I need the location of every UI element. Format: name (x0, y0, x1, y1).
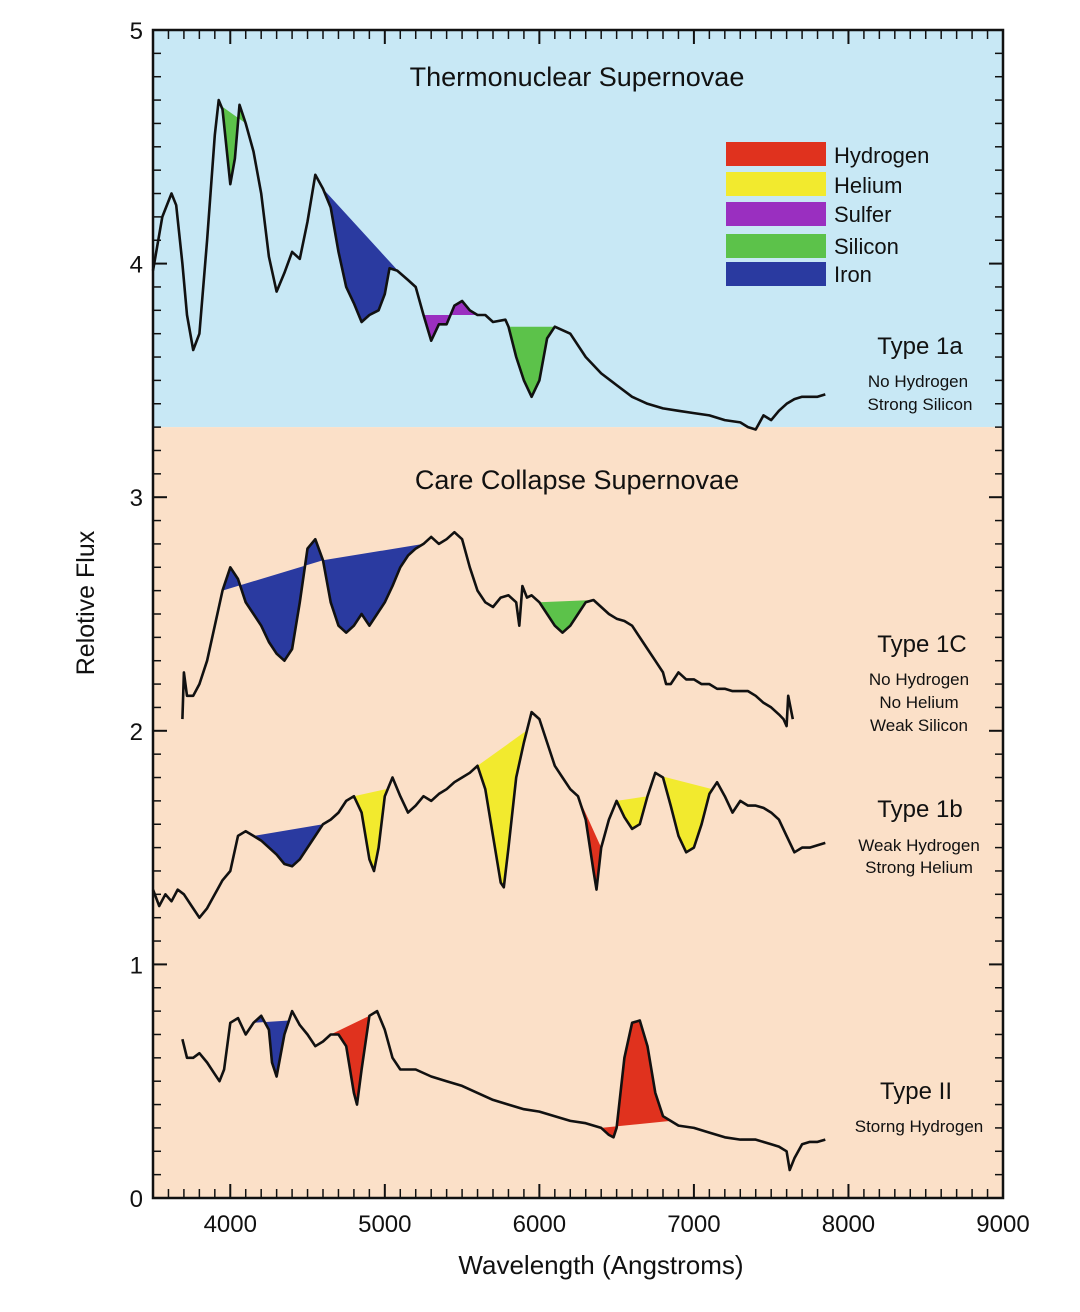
series-note: No Hydrogen (869, 670, 969, 689)
region-title-thermonuclear: Thermonuclear Supernovae (410, 62, 745, 92)
background-regions (153, 30, 1003, 1198)
y-tick-label: 0 (130, 1186, 143, 1213)
feature-silicon-s0-0 (221, 104, 246, 185)
y-tick-label: 3 (130, 485, 143, 512)
y-tick-label: 2 (130, 719, 143, 746)
feature-iron-s2-0 (253, 824, 323, 867)
spectrum-line-type-1a (151, 98, 826, 431)
feature-silicon-s1-2 (539, 600, 594, 633)
series-name-type-ii: Type II (880, 1078, 952, 1105)
feature-iron-s0-1 (323, 188, 401, 322)
feature-fills (221, 104, 713, 1138)
spectrum-line-type-1c (181, 530, 795, 728)
x-tick-label: 9000 (976, 1211, 1029, 1238)
spectra-lines (151, 98, 826, 1172)
feature-helium-s2-5 (659, 775, 713, 853)
legend-swatch-helium (726, 172, 826, 196)
y-axis-label: Relotive Flux (72, 530, 100, 675)
series-name-type-1a: Type 1a (877, 333, 963, 360)
x-tick-label: 6000 (513, 1211, 566, 1238)
x-tick-label: 4000 (204, 1211, 257, 1238)
legend-label-sulfer: Sulfer (834, 202, 891, 227)
feature-silicon-s0-3 (508, 326, 555, 397)
feature-iron-s1-0 (222, 539, 323, 661)
x-tick-label: 8000 (822, 1211, 875, 1238)
legend-swatch-sulfer (726, 202, 826, 226)
x-axis-label: Wavelength (Angstroms) (458, 1250, 743, 1280)
feature-sulfer-s0-2 (423, 301, 478, 341)
feature-hydrogen-s3-2 (601, 1020, 671, 1138)
legend-swatch-iron (726, 262, 826, 286)
region-band-1 (153, 427, 1003, 1198)
series-note: Weak Silicon (870, 716, 968, 735)
legend-swatch-silicon (726, 234, 826, 258)
type-labels: Type 1a No Hydrogen Strong Silicon Type … (855, 333, 984, 1136)
region-band-0 (153, 30, 1003, 428)
legend-label-iron: Iron (834, 262, 872, 287)
spectrum-line-type-1b (151, 710, 826, 919)
x-tick-label: 5000 (358, 1211, 411, 1238)
feature-iron-s1-1 (323, 543, 424, 633)
series-note: No Hydrogen (868, 372, 968, 391)
series-note: Strong Helium (865, 858, 973, 877)
series-name-type-1b: Type 1b (877, 796, 962, 823)
y-tick-label: 5 (130, 18, 143, 45)
axes: 4000 5000 6000 7000 8000 9000 0 1 2 3 4 5 (130, 18, 1030, 1238)
legend-label-helium: Helium (834, 173, 902, 198)
series-note: Strong Silicon (868, 395, 973, 414)
series-note: Storng Hydrogen (855, 1117, 984, 1136)
series-note: Weak Hydrogen (858, 836, 980, 855)
legend-swatch-hydrogen (726, 142, 826, 166)
feature-helium-s2-1 (353, 788, 388, 871)
y-tick-label: 1 (130, 952, 143, 979)
legend-label-hydrogen: Hydrogen (834, 143, 929, 168)
feature-helium-s2-2 (477, 730, 527, 888)
series-note: No Helium (879, 693, 958, 712)
y-tick-label: 4 (130, 252, 143, 279)
legend: Hydrogen Helium Sulfer Silicon Iron (726, 142, 929, 287)
spectrum-line-type-ii (181, 1009, 826, 1172)
series-name-type-1c: Type 1C (877, 631, 966, 658)
legend-label-silicon: Silicon (834, 234, 899, 259)
x-tick-label: 7000 (667, 1211, 720, 1238)
region-title-core-collapse: Care Collapse Supernovae (415, 465, 739, 495)
